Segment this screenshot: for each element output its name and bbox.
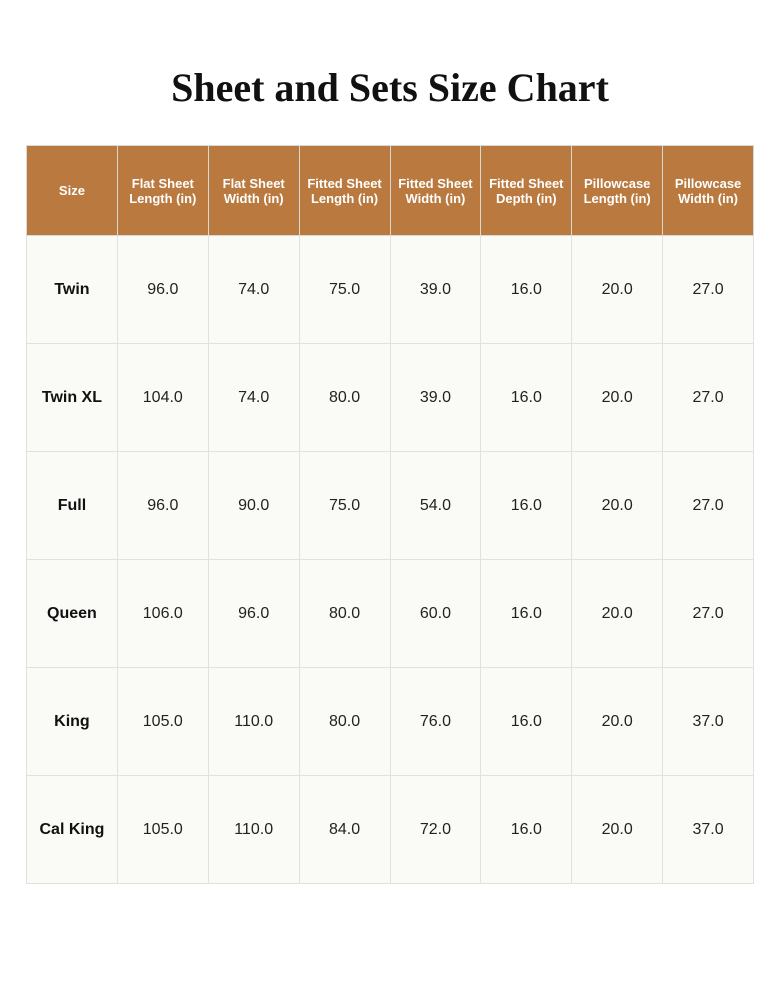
value-cell: 105.0	[116, 775, 209, 884]
header-cell: Flat Sheet Width (in)	[207, 145, 300, 236]
header-cell: Fitted Sheet Depth (in)	[480, 145, 573, 236]
value-cell: 110.0	[207, 667, 300, 776]
value-cell: 39.0	[389, 343, 482, 452]
header-row: Size Flat Sheet Length (in) Flat Sheet Wid…	[26, 145, 754, 236]
value-cell: 72.0	[389, 775, 482, 884]
value-cell: 96.0	[116, 451, 209, 560]
value-cell: 80.0	[298, 559, 391, 668]
value-cell: 80.0	[298, 343, 391, 452]
value-cell: 16.0	[480, 343, 573, 452]
table-row: Twin XL 104.0 74.0 80.0 39.0 16.0 20.0 27.0	[26, 343, 754, 452]
value-cell: 75.0	[298, 451, 391, 560]
value-cell: 104.0	[116, 343, 209, 452]
value-cell: 76.0	[389, 667, 482, 776]
value-cell: 105.0	[116, 667, 209, 776]
value-cell: 74.0	[207, 343, 300, 452]
table-row: King 105.0 110.0 80.0 76.0 16.0 20.0 37.0	[26, 667, 754, 776]
table-row: Twin 96.0 74.0 75.0 39.0 16.0 20.0 27.0	[26, 235, 754, 344]
table-header: Size Flat Sheet Length (in) Flat Sheet Wid…	[26, 145, 754, 236]
value-cell: 90.0	[207, 451, 300, 560]
value-cell: 60.0	[389, 559, 482, 668]
value-cell: 20.0	[571, 343, 664, 452]
table-row: Full 96.0 90.0 75.0 54.0 16.0 20.0 27.0	[26, 451, 754, 560]
header-cell: Flat Sheet Length (in)	[116, 145, 209, 236]
value-cell: 27.0	[662, 343, 754, 452]
value-cell: 16.0	[480, 451, 573, 560]
value-cell: 39.0	[389, 235, 482, 344]
value-cell: 27.0	[662, 451, 754, 560]
size-table: Size Flat Sheet Length (in) Flat Sheet Wid…	[26, 145, 754, 884]
value-cell: 74.0	[207, 235, 300, 344]
value-cell: 16.0	[480, 775, 573, 884]
value-cell: 16.0	[480, 667, 573, 776]
value-cell: 96.0	[207, 559, 300, 668]
header-cell: Fitted Sheet Width (in)	[389, 145, 482, 236]
size-cell: Twin	[26, 235, 118, 344]
value-cell: 20.0	[571, 235, 664, 344]
value-cell: 16.0	[480, 559, 573, 668]
size-cell: Full	[26, 451, 118, 560]
size-cell: Twin XL	[26, 343, 118, 452]
value-cell: 20.0	[571, 775, 664, 884]
table-row: Queen 106.0 96.0 80.0 60.0 16.0 20.0 27.0	[26, 559, 754, 668]
value-cell: 96.0	[116, 235, 209, 344]
value-cell: 20.0	[571, 559, 664, 668]
value-cell: 20.0	[571, 667, 664, 776]
header-cell: Fitted Sheet Length (in)	[298, 145, 391, 236]
value-cell: 84.0	[298, 775, 391, 884]
value-cell: 27.0	[662, 235, 754, 344]
title: Sheet and Sets Size Chart	[171, 65, 609, 110]
size-cell: King	[26, 667, 118, 776]
header-cell: Size	[26, 145, 118, 236]
value-cell: 80.0	[298, 667, 391, 776]
table-row: Cal King 105.0 110.0 84.0 72.0 16.0 20.0 37.0	[26, 775, 754, 884]
value-cell: 27.0	[662, 559, 754, 668]
header-cell: Pillowcase Length (in)	[571, 145, 664, 236]
table-body: Twin 96.0 74.0 75.0 39.0 16.0 20.0 27.0 Twin XL 1…	[26, 235, 754, 884]
value-cell: 106.0	[116, 559, 209, 668]
value-cell: 75.0	[298, 235, 391, 344]
value-cell: 37.0	[662, 667, 754, 776]
value-cell: 16.0	[480, 235, 573, 344]
size-cell: Cal King	[26, 775, 118, 884]
value-cell: 37.0	[662, 775, 754, 884]
header-cell: Pillowcase Width (in)	[662, 145, 754, 236]
value-cell: 110.0	[207, 775, 300, 884]
value-cell: 54.0	[389, 451, 482, 560]
size-cell: Queen	[26, 559, 118, 668]
value-cell: 20.0	[571, 451, 664, 560]
